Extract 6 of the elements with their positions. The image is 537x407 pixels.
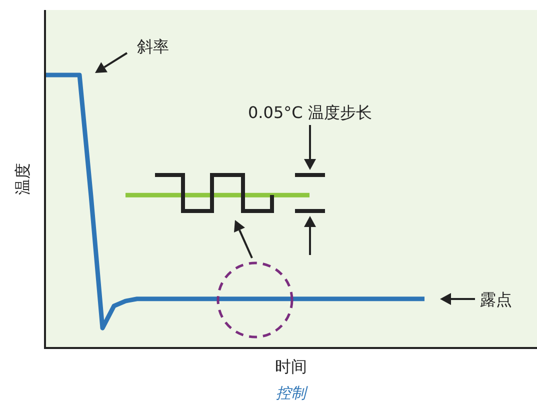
annotation: 控制 — [276, 384, 306, 402]
annotation: 斜率 — [137, 37, 169, 56]
annotation: 0.05°C 温度步长 — [248, 103, 372, 122]
x-axis-title: 时间 — [275, 357, 307, 376]
annotation: 露点 — [480, 290, 512, 309]
y-axis-title: 温度 — [13, 163, 32, 195]
